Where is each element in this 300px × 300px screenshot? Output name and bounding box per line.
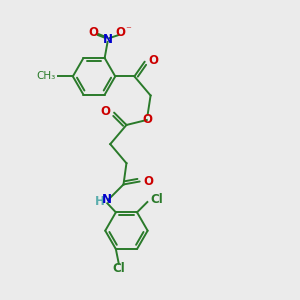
Text: Cl: Cl [150,193,163,206]
Text: ⁻: ⁻ [125,25,131,35]
Text: O: O [148,54,158,67]
Text: N: N [102,193,112,206]
Text: N: N [103,33,112,46]
Text: O: O [142,112,153,126]
Text: O: O [116,26,126,39]
Text: O: O [88,26,98,39]
Text: CH₃: CH₃ [37,71,56,81]
Text: O: O [143,175,154,188]
Text: Cl: Cl [112,262,125,275]
Text: O: O [100,105,110,118]
Text: H: H [95,195,105,208]
